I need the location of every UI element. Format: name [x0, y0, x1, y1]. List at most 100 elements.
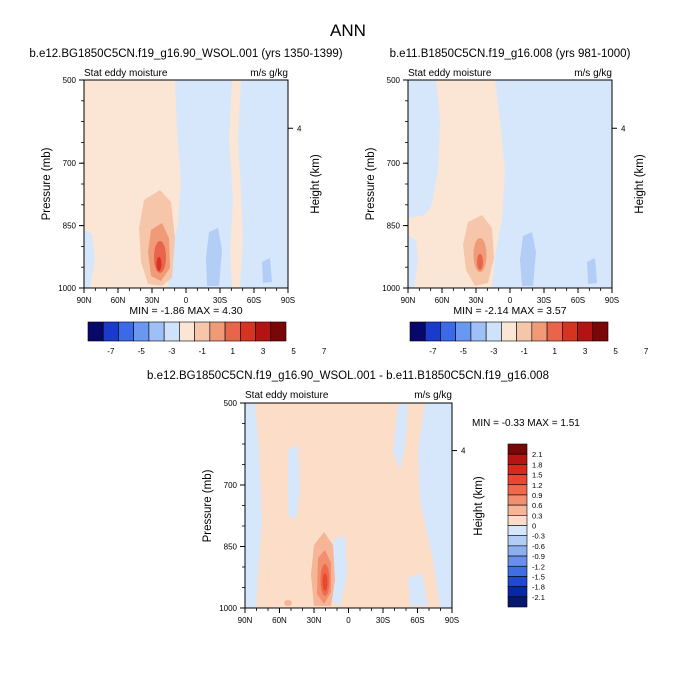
height-tick-label: 4: [297, 124, 302, 133]
colorbar-swatch: [209, 321, 226, 342]
colorbar-label: -2.1: [532, 593, 545, 602]
colorbar-swatch: [507, 494, 528, 506]
y-axis-label: Pressure (mb): [365, 147, 377, 220]
y-tick-label: 1000: [58, 284, 76, 293]
contour-field: [84, 80, 288, 288]
height-axis-label: Height (km): [310, 154, 322, 214]
x-tick-label: 0: [346, 616, 351, 625]
colorbar-label: 0: [532, 522, 536, 531]
x-tick-label: 30N: [469, 296, 484, 305]
y-tick-label: 1000: [382, 284, 400, 293]
colorbar-label: 1.5: [532, 471, 542, 480]
colorbar-label: -1: [521, 347, 529, 356]
height-tick-label: 4: [461, 447, 466, 456]
y-axis-label: Pressure (mb): [41, 147, 53, 220]
height-axis-label: Height (km): [634, 154, 646, 214]
colorbar-swatch: [148, 321, 165, 342]
x-tick-label: 30N: [145, 296, 160, 305]
x-tick-label: 60S: [571, 296, 585, 305]
panel-subtitle-left: Stat eddy moisture: [408, 68, 492, 79]
colorbar-swatch: [516, 321, 533, 342]
y-tick-label: 500: [224, 399, 238, 408]
colorbar-label: -5: [460, 347, 468, 356]
panel-subtitle-left: Stat eddy moisture: [245, 390, 329, 401]
negative-region: [262, 258, 272, 283]
colorbar-swatch: [470, 321, 487, 342]
colorbar-swatch: [507, 443, 528, 455]
negative-region: [492, 80, 612, 288]
colorbar-swatch: [133, 321, 150, 342]
y-tick-label: 850: [387, 222, 401, 231]
colorbar-label: -3: [168, 347, 176, 356]
colorbar-label: 1.8: [532, 460, 542, 469]
peak-contour: [156, 257, 162, 271]
y-tick-label: 850: [224, 543, 238, 552]
x-axis: 90N 60N 30N 0 30S 60S 90S: [401, 288, 619, 305]
colorbar-swatch: [507, 504, 528, 516]
y-tick-label: 1000: [219, 604, 237, 613]
x-tick-label: 30S: [376, 616, 390, 625]
field-background: [245, 403, 452, 608]
x-tick-label: 30S: [537, 296, 551, 305]
colorbar-swatch: [240, 321, 256, 342]
colorbar-swatch: [179, 321, 195, 342]
panel-title: b.e11.B1850C5CN.f19_g16.008 (yrs 981-100…: [390, 48, 631, 60]
colorbar-label: 7: [322, 347, 327, 356]
panel-units: m/s g/kg: [574, 68, 612, 79]
colorbar-swatch: [270, 321, 287, 342]
colorbar-swatch: [440, 321, 456, 342]
colorbar-swatch: [102, 321, 119, 342]
colorbar-label: 1: [552, 347, 557, 356]
min-max-label: MIN = -2.14 MAX = 3.57: [453, 305, 566, 317]
colorbar-swatch: [409, 321, 426, 342]
colorbar-label: 7: [644, 347, 649, 356]
colorbar-label: 1: [230, 347, 235, 356]
negative-region: [408, 80, 440, 218]
colorbar-swatch: [507, 474, 528, 486]
negative-region: [408, 235, 418, 288]
colorbar-label: -7: [107, 347, 115, 356]
colorbar-swatch: [531, 321, 548, 342]
colorbar: -7 -5 -3 -1 1 3 5 7: [87, 321, 327, 356]
colorbar-label: -1: [199, 347, 207, 356]
x-tick-label: 90S: [281, 296, 295, 305]
panel-top-left: b.e12.BG1850C5CN.f19_g16.90_WSOL.001 (yr…: [29, 48, 342, 356]
figure-title: ANN: [330, 21, 366, 40]
negative-region: [393, 403, 408, 470]
y-tick-label: 500: [63, 76, 77, 85]
colorbar-label: 5: [291, 347, 296, 356]
y-tick-label: 700: [63, 159, 77, 168]
x-tick-label: 90S: [605, 296, 619, 305]
colorbar-label: 5: [613, 347, 618, 356]
negative-region: [238, 80, 288, 288]
colorbar-swatch: [592, 321, 609, 342]
positive-contour: [284, 600, 292, 606]
negative-region: [206, 228, 222, 286]
height-axis: 4: [612, 124, 626, 133]
x-tick-label: 90S: [445, 616, 459, 625]
y-tick-label: 500: [387, 76, 401, 85]
panel-subtitle-left: Stat eddy moisture: [84, 68, 168, 79]
height-axis-label: Height (km): [473, 476, 485, 536]
x-tick-label: 60S: [247, 296, 261, 305]
colorbar-label: 3: [583, 347, 588, 356]
colorbar-label: -3: [490, 347, 498, 356]
colorbar-swatch: [546, 321, 563, 342]
colorbar-label: 0.9: [532, 491, 542, 500]
negative-region: [408, 573, 428, 606]
colorbar-swatch: [507, 484, 528, 496]
y-axis: 500 700 850 1000: [219, 399, 245, 613]
min-max-label: MIN = -1.86 MAX = 4.30: [129, 305, 242, 317]
colorbar-swatch: [255, 321, 272, 342]
y-axis: 500 700 850 1000: [382, 76, 408, 293]
panel-units: m/s g/kg: [250, 68, 288, 79]
colorbar-label: 1.2: [532, 481, 542, 490]
colorbar-swatch: [194, 321, 211, 342]
y-axis-label: Pressure (mb): [202, 469, 214, 542]
colorbar-label: -0.9: [532, 552, 545, 561]
x-tick-label: 60N: [272, 616, 287, 625]
x-axis: 90N 60N 30N 0 30S 60S 90S: [238, 608, 459, 625]
colorbar-swatch: [501, 321, 517, 342]
colorbar-label: 0.6: [532, 501, 542, 510]
